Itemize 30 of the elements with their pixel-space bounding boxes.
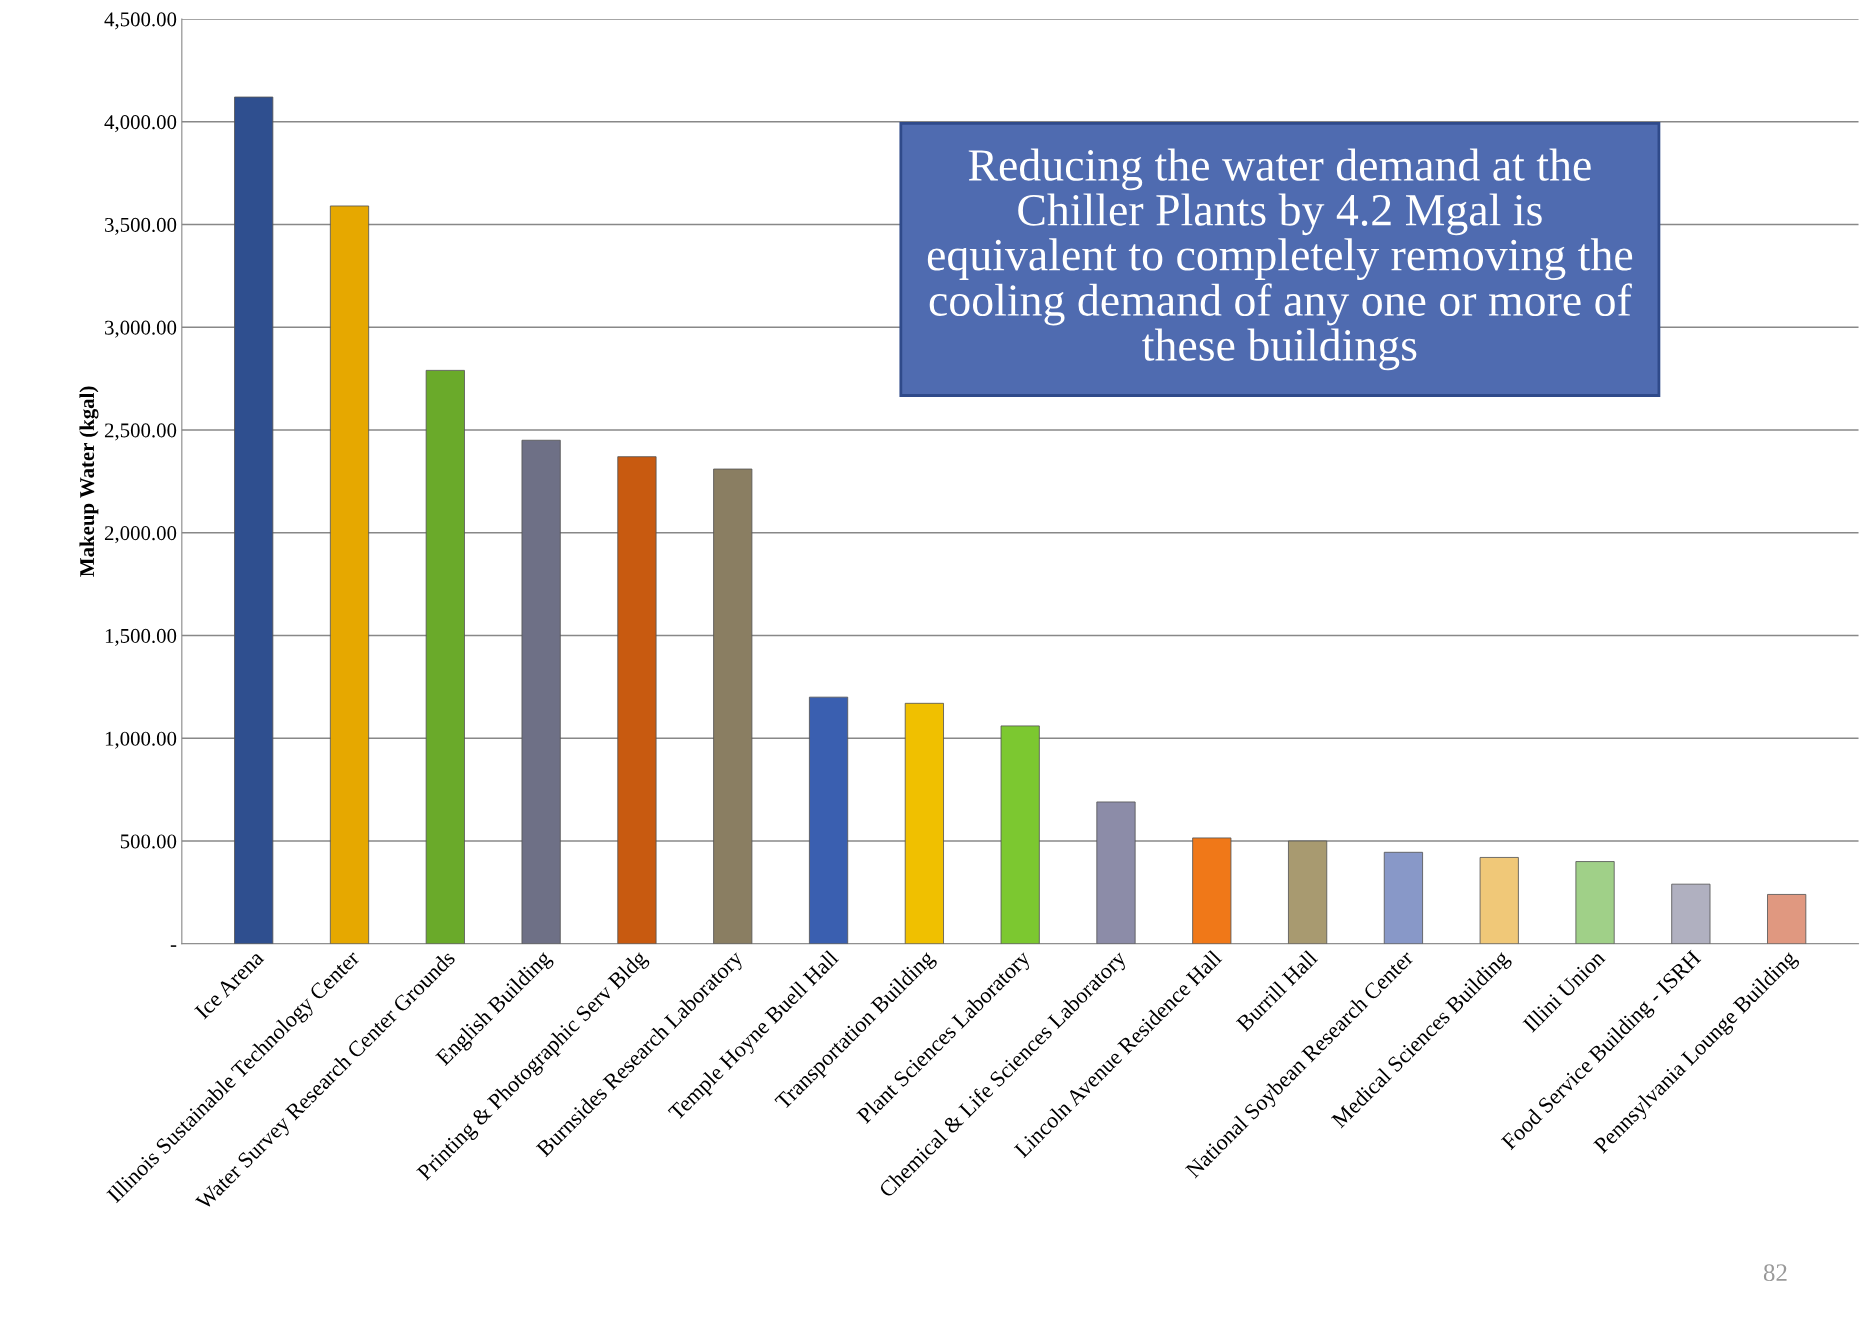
- bar: [1671, 883, 1711, 944]
- y-tick-label: 4,000.00: [104, 115, 177, 133]
- bar: [808, 696, 849, 944]
- y-tick-label: 3,500.00: [105, 217, 177, 235]
- y-tick-label: -: [170, 945, 177, 947]
- bar: [329, 205, 370, 944]
- y-tick-label: 4,500.00: [104, 12, 177, 30]
- bar: [617, 456, 657, 944]
- bar: [521, 439, 561, 944]
- bar: [904, 702, 944, 944]
- bar: [1479, 857, 1519, 944]
- y-tick-label: 1,000.00: [105, 731, 177, 749]
- y-tick-label: 1,500.00: [105, 628, 177, 646]
- bar: [1288, 840, 1328, 944]
- bar: [1575, 861, 1615, 944]
- y-axis-title: Makeup Water (kgal): [79, 386, 99, 577]
- bar: [1767, 894, 1807, 944]
- bar: [234, 96, 274, 944]
- bar: [1000, 725, 1040, 944]
- text: 82: [1763, 1264, 1787, 1282]
- bar: [1192, 837, 1232, 944]
- y-tick-label: 2,000.00: [104, 526, 177, 544]
- bar: [713, 468, 753, 944]
- bar: [1096, 801, 1136, 944]
- y-tick-label: 500.00: [120, 834, 177, 849]
- bar: [1383, 851, 1424, 944]
- y-tick-label: 3,000.00: [105, 320, 177, 338]
- annotation: Reducing the water demand at the Chiller Plants by 4.2 Mgal is equivalent to completely removing the cooling demand of any one or more of these buildings: [927, 148, 1633, 371]
- bar: [425, 369, 465, 944]
- y-tick-label: 2,500.00: [104, 423, 177, 441]
